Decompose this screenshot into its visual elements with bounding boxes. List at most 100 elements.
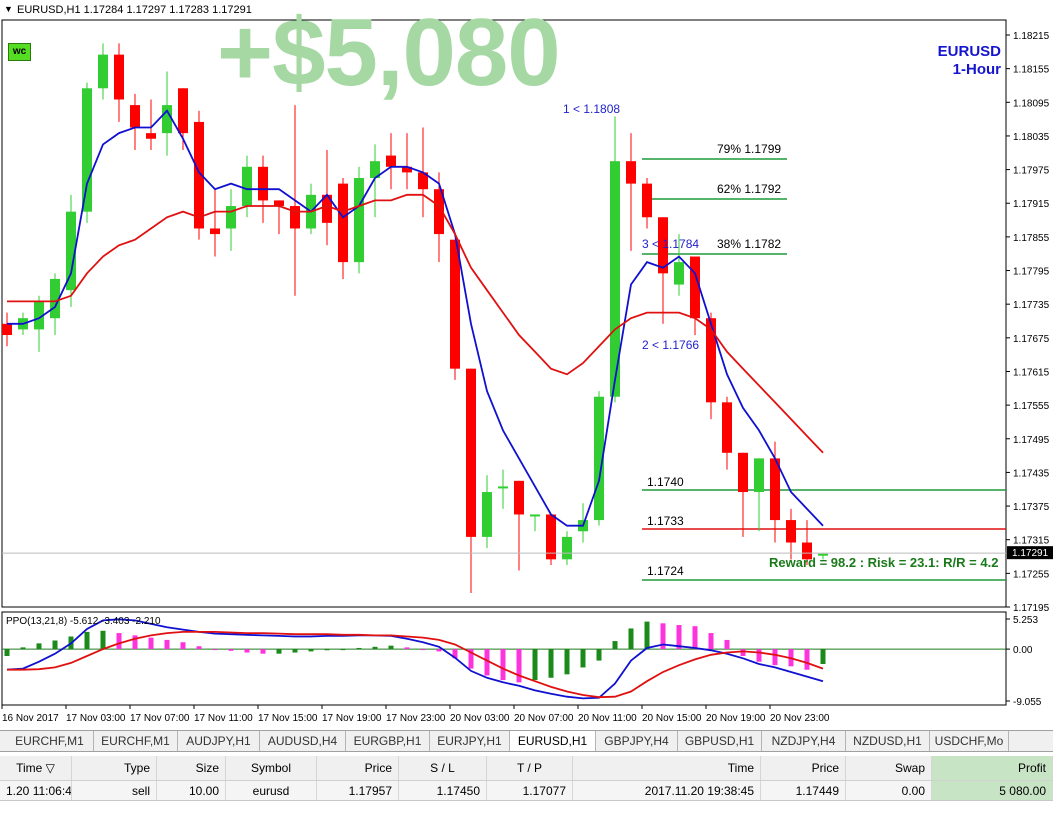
- table-cell: eurusd: [226, 781, 317, 800]
- x-tick-label: 17 Nov 15:00: [258, 713, 318, 724]
- table-row[interactable]: 1.20 11:06:43 sell 10.00 eurusd 1.17957 1.174…: [0, 781, 1053, 801]
- bear-candle: [706, 318, 716, 403]
- bear-candle: [770, 458, 780, 521]
- bull-candle: [66, 211, 76, 291]
- ppo-bar: [692, 626, 698, 650]
- symbol-label: EURUSD 1-Hour: [938, 43, 1001, 79]
- column-header[interactable]: Profit: [932, 756, 1053, 780]
- column-header[interactable]: Size: [157, 756, 226, 780]
- y-tick-label: 1.17795: [1013, 267, 1050, 278]
- column-header[interactable]: Swap: [846, 756, 932, 780]
- column-header[interactable]: Symbol: [226, 756, 317, 780]
- ppo-bar: [676, 625, 682, 650]
- chart-tab[interactable]: EURCHF,M1: [6, 731, 94, 751]
- bear-candle: [178, 88, 188, 134]
- ppo-bar: [100, 630, 106, 650]
- bear-candle: [290, 206, 300, 229]
- x-tick-label: 17 Nov 23:00: [386, 713, 446, 724]
- chart-area[interactable]: 1.18215 1.18155 1.18095 1.18035 1.17975 1.179…: [0, 0, 1053, 730]
- ppo-bar: [52, 640, 58, 650]
- y-tick-label: 1.18035: [1013, 132, 1050, 143]
- slow-ma-line: [7, 193, 824, 454]
- ppo-bar: [340, 649, 346, 651]
- column-header[interactable]: Time: [573, 756, 761, 780]
- chart-tab[interactable]: USDCHF,Mo: [930, 731, 1009, 751]
- bull-candle: [562, 536, 572, 560]
- ppo-bar: [260, 649, 266, 654]
- column-header[interactable]: Price: [761, 756, 846, 780]
- bear-candle: [514, 480, 524, 515]
- y-tick-label: 1.18215: [1013, 31, 1050, 42]
- ppo-bar: [292, 649, 298, 653]
- bear-candle: [338, 183, 348, 263]
- y-tick-label: 1.17855: [1013, 233, 1050, 244]
- x-tick-label: 20 Nov 11:00: [578, 713, 637, 724]
- bear-candle: [626, 161, 636, 184]
- chart-tab[interactable]: GBPJPY,H4: [596, 731, 678, 751]
- price-chart[interactable]: 1.18215 1.18155 1.18095 1.18035 1.17975 1.179…: [0, 0, 1053, 730]
- ppo-bar: [132, 635, 138, 650]
- bull-candle: [674, 262, 684, 285]
- timeframe-name: 1-Hour: [952, 61, 1001, 78]
- column-header[interactable]: Time ▽: [0, 756, 72, 780]
- ppo-bar: [724, 639, 730, 650]
- bull-candle: [754, 458, 764, 493]
- current-price-box: [1007, 546, 1053, 560]
- ppo-bar: [660, 623, 666, 650]
- column-header[interactable]: Type: [72, 756, 157, 780]
- y-tick-label: 1.17555: [1013, 401, 1050, 412]
- x-tick-label: 16 Nov 2017: [2, 713, 59, 724]
- y-tick-label: 1.18155: [1013, 65, 1050, 76]
- bull-candle: [530, 514, 540, 517]
- table-cell: 1.17957: [317, 781, 399, 800]
- ppo-bar: [404, 647, 410, 650]
- chart-tab[interactable]: NZDJPY,H4: [762, 731, 846, 751]
- ppo-bar: [532, 649, 538, 681]
- ppo-bar: [644, 621, 650, 650]
- x-tick-label: 20 Nov 03:00: [450, 713, 510, 724]
- chart-tab[interactable]: NZDUSD,H1: [846, 731, 930, 751]
- y-tick-label: 1.17675: [1013, 334, 1050, 345]
- chart-menu-icon[interactable]: ▼: [4, 4, 13, 14]
- ppo-bar: [372, 646, 378, 650]
- ppo-bar: [468, 649, 474, 669]
- table-cell: 1.17449: [761, 781, 846, 800]
- bull-candle: [594, 396, 604, 521]
- symbol-name: EURUSD: [937, 43, 1001, 60]
- x-tick-label: 17 Nov 19:00: [322, 713, 382, 724]
- bear-candle: [258, 166, 268, 201]
- column-header[interactable]: Price: [317, 756, 399, 780]
- ppo-bar: [516, 649, 522, 683]
- chart-tab[interactable]: AUDUSD,H4: [260, 731, 346, 751]
- table-cell: 2017.11.20 19:38:45: [573, 781, 761, 800]
- ppo-bar: [84, 631, 90, 650]
- y-tick-label: 1.17195: [1013, 603, 1050, 614]
- bull-candle: [34, 301, 44, 330]
- chart-tab[interactable]: GBPUSD,H1: [678, 731, 762, 751]
- ppo-bar: [180, 642, 186, 650]
- ppo-bar: [4, 649, 10, 656]
- profit-overlay: +$5,080: [217, 0, 561, 106]
- ppo-bar: [388, 645, 394, 650]
- chart-tab[interactable]: AUDJPY,H1: [178, 731, 260, 751]
- fib-38-label: 38% 1.1782: [717, 237, 782, 251]
- bear-candle: [450, 239, 460, 369]
- current-price-label: 1.17291: [1012, 548, 1049, 559]
- y-tick-label: 1.17735: [1013, 300, 1050, 311]
- column-header[interactable]: T / P: [487, 756, 573, 780]
- bull-candle: [354, 178, 364, 263]
- column-header[interactable]: S / L: [399, 756, 487, 780]
- ppo-bar: [628, 628, 634, 650]
- y-tick-label: 1.17315: [1013, 536, 1050, 547]
- chart-tab[interactable]: EURJPY,H1: [430, 731, 510, 751]
- chart-tab[interactable]: EURUSD,H1: [510, 731, 596, 751]
- bear-candle: [786, 520, 796, 543]
- bear-candle: [274, 200, 284, 207]
- ppo-y-tick-label: 0.00: [1013, 645, 1033, 656]
- table-cell: 10.00: [157, 781, 226, 800]
- chart-tab[interactable]: EURGBP,H1: [346, 731, 430, 751]
- bear-candle: [2, 323, 12, 336]
- table-cell: 0.00: [846, 781, 932, 800]
- chart-tab[interactable]: EURCHF,M1: [94, 731, 178, 751]
- wc-badge[interactable]: wc: [8, 43, 31, 61]
